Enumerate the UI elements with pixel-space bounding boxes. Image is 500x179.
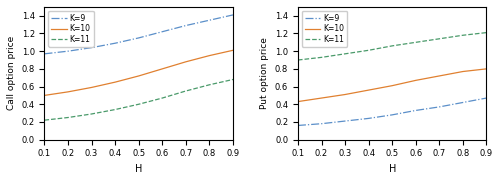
K=9 <box>65 50 71 52</box>
K=11 <box>42 119 48 121</box>
K=10 <box>183 61 189 63</box>
Line: K=9: K=9 <box>298 98 486 125</box>
Legend: K=9, K=10, K=11: K=9, K=10, K=11 <box>302 11 347 47</box>
K=9 <box>295 124 301 127</box>
K=11 <box>88 113 94 115</box>
K=10 <box>88 86 94 88</box>
K=10 <box>318 97 324 99</box>
K=11 <box>389 45 395 47</box>
K=9 <box>318 123 324 125</box>
K=11 <box>206 84 212 86</box>
K=10 <box>295 101 301 103</box>
K=10 <box>230 49 236 51</box>
K=9 <box>206 19 212 21</box>
Line: K=11: K=11 <box>298 33 486 60</box>
K=11 <box>295 59 301 61</box>
K=11 <box>112 108 118 111</box>
K=9 <box>42 53 48 55</box>
K=11 <box>183 90 189 92</box>
Line: K=11: K=11 <box>44 79 233 120</box>
Y-axis label: Call option price: Call option price <box>7 36 16 110</box>
K=10 <box>342 93 348 96</box>
K=9 <box>342 120 348 122</box>
K=11 <box>484 32 490 34</box>
K=11 <box>230 78 236 81</box>
K=10 <box>436 75 442 77</box>
K=9 <box>460 101 466 103</box>
K=10 <box>413 79 419 81</box>
K=11 <box>318 56 324 58</box>
K=9 <box>366 117 372 119</box>
K=11 <box>366 49 372 51</box>
K=9 <box>413 109 419 112</box>
K=10 <box>460 71 466 73</box>
K=10 <box>206 55 212 57</box>
K=9 <box>88 47 94 49</box>
K=11 <box>342 53 348 55</box>
X-axis label: H: H <box>388 164 396 174</box>
K=11 <box>436 38 442 40</box>
K=9 <box>484 97 490 99</box>
K=10 <box>389 85 395 87</box>
K=10 <box>112 81 118 83</box>
X-axis label: H: H <box>135 164 142 174</box>
K=9 <box>230 14 236 16</box>
K=10 <box>65 91 71 93</box>
K=10 <box>42 94 48 96</box>
K=11 <box>65 116 71 118</box>
Line: K=9: K=9 <box>44 15 233 54</box>
K=9 <box>136 37 141 39</box>
K=10 <box>484 68 490 70</box>
Line: K=10: K=10 <box>44 50 233 95</box>
K=9 <box>112 42 118 44</box>
Y-axis label: Put option price: Put option price <box>260 37 270 109</box>
K=11 <box>160 97 166 99</box>
K=10 <box>366 89 372 91</box>
K=9 <box>389 114 395 116</box>
K=11 <box>136 103 141 105</box>
Line: K=10: K=10 <box>298 69 486 102</box>
K=11 <box>413 41 419 43</box>
K=10 <box>160 68 166 70</box>
K=10 <box>136 75 141 77</box>
K=9 <box>160 31 166 33</box>
Legend: K=9, K=10, K=11: K=9, K=10, K=11 <box>48 11 94 47</box>
K=11 <box>460 34 466 36</box>
K=9 <box>183 25 189 27</box>
K=9 <box>436 106 442 108</box>
